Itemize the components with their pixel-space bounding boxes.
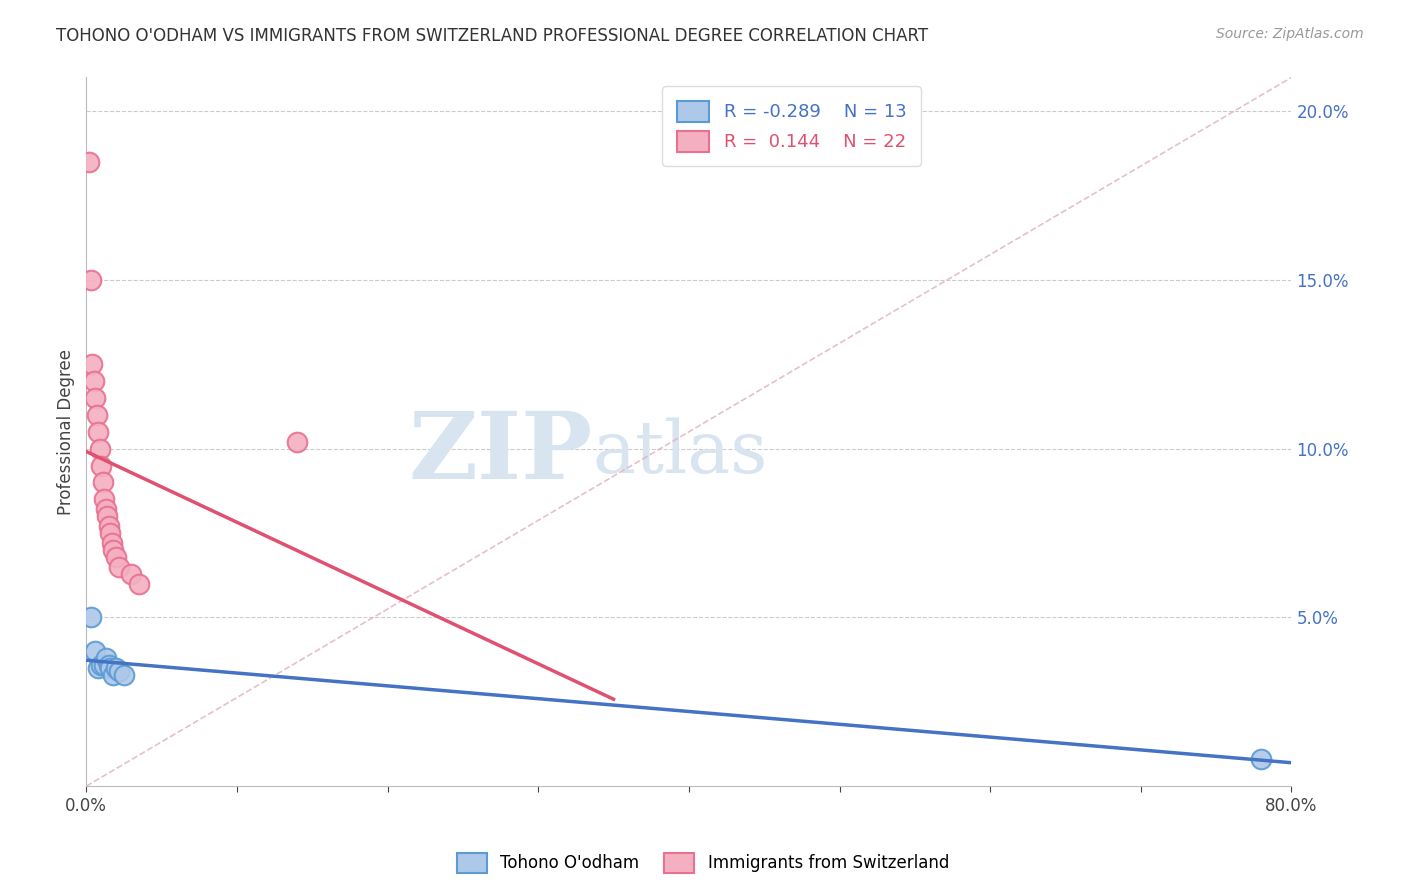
Point xyxy=(84,644,107,658)
Legend: R = -0.289    N = 13, R =  0.144    N = 22: R = -0.289 N = 13, R = 0.144 N = 22 xyxy=(662,87,921,166)
Point xyxy=(86,408,108,422)
Point xyxy=(94,502,117,516)
Point xyxy=(87,661,110,675)
Point xyxy=(83,374,105,388)
Point xyxy=(112,667,135,681)
Point xyxy=(79,154,101,169)
Point xyxy=(105,549,128,564)
Text: Source: ZipAtlas.com: Source: ZipAtlas.com xyxy=(1216,27,1364,41)
Point xyxy=(103,542,125,557)
Point xyxy=(90,657,112,672)
Point xyxy=(97,519,120,533)
Point xyxy=(93,657,115,672)
Point xyxy=(82,357,104,371)
Point xyxy=(100,661,122,675)
Point xyxy=(90,458,112,473)
Point xyxy=(80,273,103,287)
Text: atlas: atlas xyxy=(592,417,768,488)
Point xyxy=(101,536,124,550)
Point xyxy=(97,657,120,672)
Text: ZIP: ZIP xyxy=(408,408,592,498)
Point xyxy=(94,651,117,665)
Point xyxy=(121,566,143,581)
Legend: Tohono O'odham, Immigrants from Switzerland: Tohono O'odham, Immigrants from Switzerl… xyxy=(450,847,956,880)
Point xyxy=(93,492,115,507)
Point xyxy=(108,559,131,574)
Point xyxy=(84,391,107,405)
Point xyxy=(108,665,131,679)
Point xyxy=(80,610,103,624)
Point xyxy=(105,661,128,675)
Y-axis label: Professional Degree: Professional Degree xyxy=(58,349,75,515)
Point xyxy=(91,475,114,490)
Point xyxy=(128,576,150,591)
Point xyxy=(87,425,110,439)
Point xyxy=(1250,752,1272,766)
Text: TOHONO O'ODHAM VS IMMIGRANTS FROM SWITZERLAND PROFESSIONAL DEGREE CORRELATION CH: TOHONO O'ODHAM VS IMMIGRANTS FROM SWITZE… xyxy=(56,27,928,45)
Point xyxy=(100,526,122,541)
Point xyxy=(103,667,125,681)
Point xyxy=(89,442,111,456)
Point xyxy=(96,509,118,524)
Point xyxy=(285,434,308,449)
